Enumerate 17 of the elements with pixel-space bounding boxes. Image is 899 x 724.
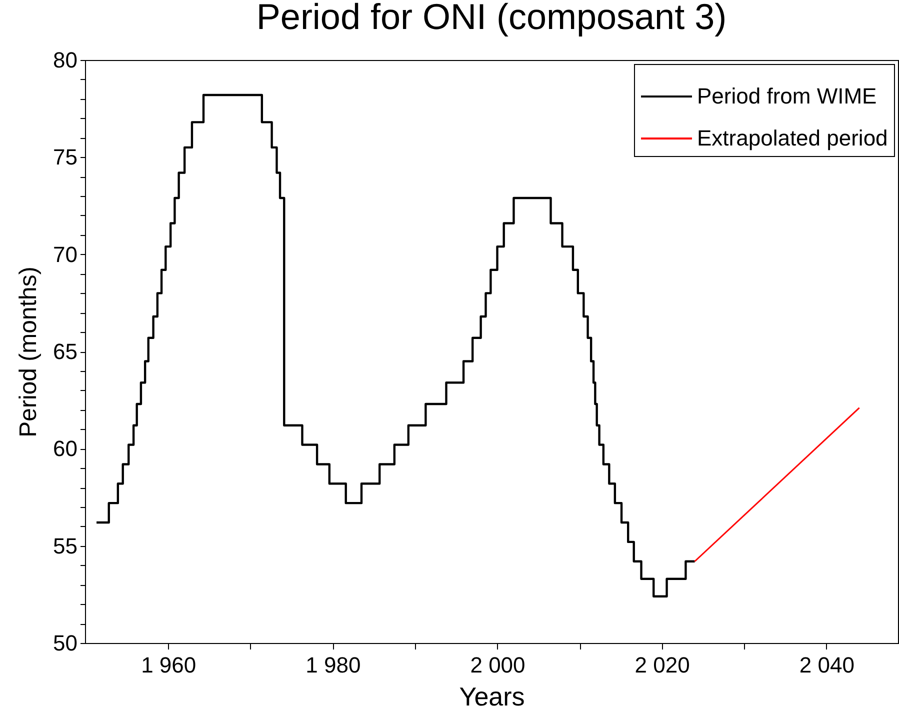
x-tick-label: 1 960 bbox=[141, 652, 196, 678]
x-tick-label: 2 020 bbox=[634, 652, 690, 678]
x-tick-label: 1 980 bbox=[306, 652, 361, 678]
legend-label: Period from WIME bbox=[697, 84, 877, 108]
y-tick-label: 50 bbox=[53, 630, 78, 656]
y-tick-label: 60 bbox=[53, 436, 78, 462]
y-tick-label: 65 bbox=[53, 339, 78, 364]
x-axis-title: Years bbox=[459, 682, 525, 712]
y-tick-label: 70 bbox=[53, 242, 78, 267]
y-axis-title: Period (months) bbox=[15, 266, 42, 438]
y-tick-label: 75 bbox=[53, 144, 78, 170]
chart-title: Period for ONI (composant 3) bbox=[256, 0, 727, 37]
legend-label: Extrapolated period bbox=[697, 126, 888, 150]
y-tick-label: 55 bbox=[53, 533, 78, 558]
y-tick-label: 80 bbox=[53, 48, 78, 72]
x-tick-label: 2 040 bbox=[799, 652, 854, 678]
x-tick-label: 2 000 bbox=[470, 652, 526, 678]
